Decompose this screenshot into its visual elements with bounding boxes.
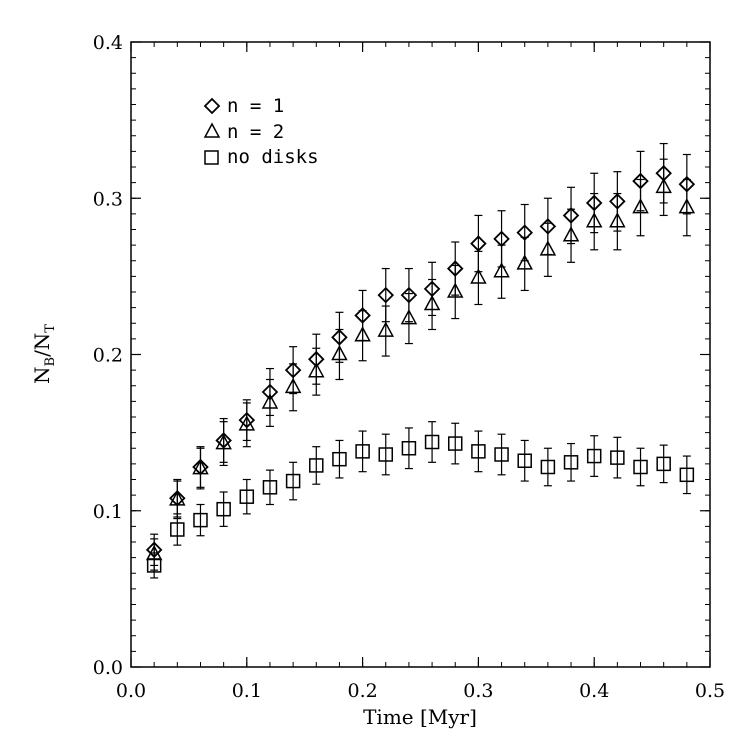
data-point-square bbox=[309, 458, 324, 473]
data-point-square bbox=[540, 459, 556, 475]
data-point-triangle bbox=[516, 254, 533, 270]
data-point-triangle bbox=[585, 212, 603, 228]
data-point-square bbox=[447, 436, 463, 451]
data-point-square bbox=[262, 480, 278, 495]
legend-square-icon bbox=[204, 150, 219, 165]
x-tick-label: 0.4 bbox=[579, 680, 609, 702]
data-point-triangle bbox=[539, 240, 557, 256]
data-point-triangle bbox=[331, 344, 348, 361]
data-point-square bbox=[494, 447, 509, 462]
major-ticks bbox=[130, 41, 711, 668]
data-point-triangle bbox=[470, 268, 487, 284]
data-point-square bbox=[679, 467, 695, 483]
data-point-triangle bbox=[192, 458, 209, 475]
data-point-diamond bbox=[470, 235, 487, 252]
minor-ticks bbox=[131, 42, 710, 667]
data-point-triangle bbox=[261, 393, 279, 409]
data-point-square bbox=[216, 501, 231, 517]
legend-label-no-disks: no disks bbox=[227, 146, 319, 168]
x-tick-label: 0.3 bbox=[463, 680, 493, 702]
data-point-triangle bbox=[400, 308, 418, 325]
y-tick-label: 0.4 bbox=[93, 32, 123, 54]
y-axis-title-sub-t: T bbox=[43, 324, 58, 333]
data-point-triangle bbox=[493, 262, 510, 278]
x-tick-label: 0.1 bbox=[232, 680, 262, 702]
data-point-triangle bbox=[562, 226, 580, 242]
x-tick-label: 0.2 bbox=[347, 680, 377, 702]
data-point-square bbox=[610, 450, 625, 465]
legend-label-n2: n = 2 bbox=[227, 121, 284, 143]
y-axis-title: NB/NT bbox=[30, 324, 58, 384]
data-point-triangle bbox=[655, 177, 672, 194]
data-point-triangle bbox=[632, 198, 649, 214]
series-layer bbox=[145, 142, 696, 579]
data-point-triangle bbox=[284, 377, 302, 394]
data-point-triangle bbox=[308, 362, 325, 378]
data-point-square bbox=[355, 444, 370, 459]
x-tick-label: 0.5 bbox=[695, 680, 725, 702]
data-point-triangle bbox=[238, 415, 256, 431]
data-point-triangle bbox=[169, 490, 186, 506]
x-tick-label: 0.0 bbox=[116, 680, 146, 702]
data-point-square bbox=[586, 448, 602, 464]
data-point-square bbox=[424, 434, 440, 450]
legend-label-n1: n = 1 bbox=[227, 95, 284, 117]
series-triangle bbox=[145, 158, 696, 571]
y-axis-title-n1: N bbox=[30, 366, 54, 384]
y-axis-title-n2: N bbox=[30, 333, 54, 351]
legend-triangle-icon bbox=[203, 122, 221, 138]
data-point-triangle bbox=[678, 198, 696, 214]
data-point-square bbox=[401, 441, 417, 456]
y-tick-labels: 0.0 0.1 0.2 0.3 0.4 bbox=[93, 32, 123, 679]
data-point-triangle bbox=[609, 212, 626, 228]
data-point-square bbox=[517, 453, 532, 468]
data-point-square bbox=[285, 473, 301, 489]
data-point-square bbox=[378, 447, 394, 462]
data-point-triangle bbox=[215, 433, 232, 450]
data-point-diamond bbox=[377, 286, 395, 304]
y-axis-title-slash: / bbox=[30, 350, 54, 357]
data-point-square bbox=[633, 459, 648, 475]
data-point-triangle bbox=[354, 326, 371, 342]
series-square bbox=[146, 421, 695, 579]
legend-diamond-icon bbox=[203, 97, 221, 115]
y-axis-title-sub-b: B bbox=[43, 357, 58, 367]
data-point-square bbox=[471, 444, 486, 459]
data-point-square bbox=[239, 489, 255, 504]
data-point-square bbox=[332, 451, 347, 467]
x-tick-labels: 0.0 0.1 0.2 0.3 0.4 0.5 bbox=[116, 680, 725, 702]
data-point-triangle bbox=[423, 294, 441, 311]
data-point-triangle bbox=[377, 321, 395, 337]
data-point-square bbox=[170, 522, 185, 537]
y-tick-label: 0.0 bbox=[93, 657, 123, 679]
legend: n = 1 n = 2 no disks bbox=[203, 95, 319, 168]
x-axis-title: Time [Myr] bbox=[363, 705, 477, 729]
y-tick-label: 0.2 bbox=[93, 345, 123, 367]
y-tick-label: 0.1 bbox=[93, 501, 123, 523]
data-point-triangle bbox=[446, 282, 464, 298]
data-point-square bbox=[563, 455, 579, 470]
data-point-square bbox=[656, 456, 671, 472]
y-tick-label: 0.3 bbox=[93, 188, 123, 210]
data-point-square bbox=[193, 512, 208, 528]
data-point-square bbox=[146, 558, 162, 573]
